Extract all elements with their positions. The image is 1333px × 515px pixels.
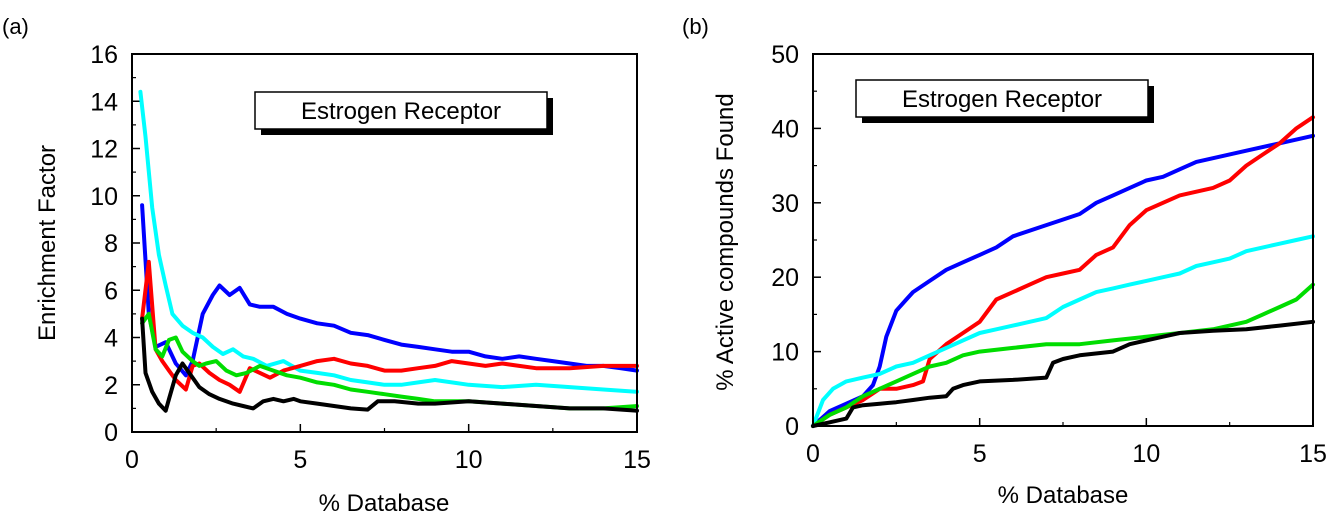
panel-a-plot-frame <box>131 53 638 433</box>
series-line <box>811 319 1315 428</box>
panel-a-annotation: Estrogen Receptor <box>301 98 501 125</box>
x-tick-label: 0 <box>806 440 820 468</box>
panel-a-xlabel: % Database <box>319 490 450 515</box>
x-tick-label: 10 <box>1132 440 1160 468</box>
panel-b-annotation: Estrogen Receptor <box>902 86 1102 113</box>
series-line <box>811 133 1315 428</box>
series-line <box>811 115 1315 428</box>
y-tick-label: 8 <box>104 230 118 258</box>
y-tick-label: 16 <box>90 41 118 69</box>
y-tick-label: 50 <box>771 41 799 69</box>
panel-b-ticks: 0 5 10 15 0 10 20 30 40 50 <box>771 41 1327 468</box>
panel-b-series <box>811 115 1315 428</box>
y-tick-label: 10 <box>90 183 118 211</box>
series-line <box>811 234 1315 428</box>
x-tick-label: 5 <box>293 446 307 474</box>
panel-b-ylabel: % Active compounds Found <box>712 93 739 391</box>
y-tick-label: 6 <box>104 277 118 305</box>
x-tick-label: 5 <box>973 440 987 468</box>
y-tick-label: 30 <box>771 190 799 218</box>
y-tick-label: 20 <box>771 264 799 292</box>
panel-b-legend-frame <box>855 79 1149 118</box>
panel-a-ticks: 0 5 10 15 0 2 4 6 8 10 12 14 16 <box>90 41 651 474</box>
series-line <box>138 89 639 394</box>
x-tick-label: 0 <box>125 446 139 474</box>
x-tick-label: 15 <box>1299 440 1327 468</box>
panel-a-legend-box: Estrogen Receptor <box>254 91 553 135</box>
panel-b-xlabel: % Database <box>998 482 1129 509</box>
y-tick-label: 4 <box>104 325 118 353</box>
panel-a-ylabel: Enrichment Factor <box>34 145 61 341</box>
panel-b-plot-frame <box>812 53 1314 427</box>
panel-a: (a) 0 5 10 15 0 2 4 6 8 10 12 14 16 Estrogen Recepto… <box>2 14 651 515</box>
panel-b-label: (b) <box>682 14 709 39</box>
series-line <box>140 259 639 394</box>
series-line <box>811 282 1315 428</box>
y-tick-label: 0 <box>785 413 799 441</box>
y-tick-label: 2 <box>104 372 118 400</box>
y-tick-label: 12 <box>90 136 118 164</box>
x-tick-label: 10 <box>455 446 483 474</box>
y-tick-label: 14 <box>90 88 118 116</box>
panel-b-legend-box: Estrogen Receptor <box>855 79 1154 123</box>
panel-a-series <box>138 89 639 413</box>
y-tick-label: 10 <box>771 339 799 367</box>
panel-a-legend-frame <box>254 91 548 130</box>
panel-a-label: (a) <box>2 14 29 39</box>
series-line <box>140 316 639 413</box>
x-tick-label: 15 <box>623 446 651 474</box>
y-tick-label: 40 <box>771 115 799 143</box>
y-tick-label: 0 <box>104 419 118 447</box>
